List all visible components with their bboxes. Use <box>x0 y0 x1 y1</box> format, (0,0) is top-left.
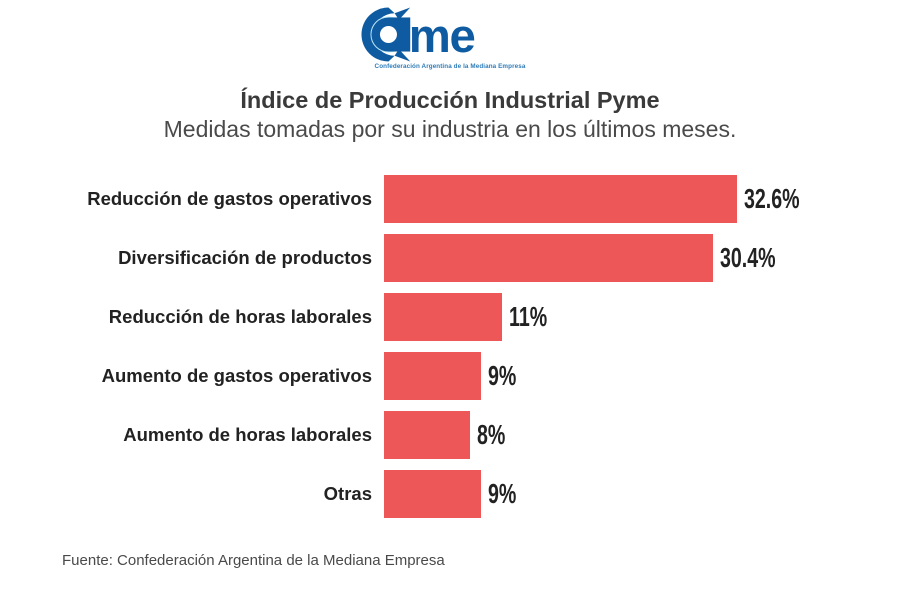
svg-text:me: me <box>409 10 475 63</box>
